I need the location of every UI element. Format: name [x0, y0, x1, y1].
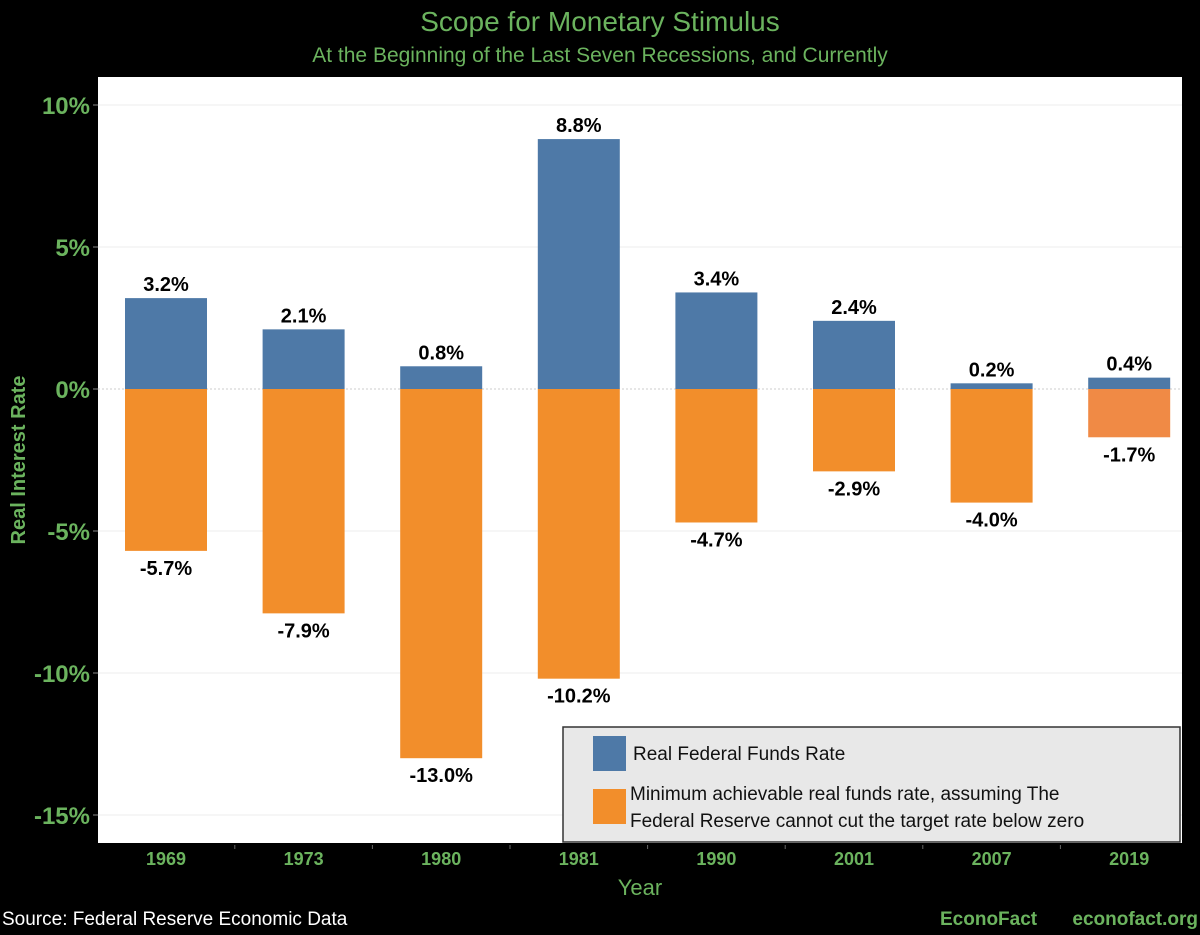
data-label-real-rate: 3.2%: [143, 274, 189, 296]
data-label-real-rate: 0.8%: [418, 342, 464, 364]
y-tick-label: 10%: [42, 93, 90, 120]
bar-minimum-rate-1990: [675, 389, 758, 523]
bar-minimum-rate-2007: [950, 389, 1033, 503]
legend: Real Federal Funds Rate Minimum achievab…: [562, 726, 1181, 843]
y-tick-label: -15%: [34, 803, 90, 830]
data-label-minimum-rate: -4.7%: [690, 529, 742, 551]
legend-swatch-minimum-rate: [593, 789, 626, 824]
chart-subtitle: At the Beginning of the Last Seven Reces…: [312, 44, 888, 67]
x-axis-label: Year: [618, 875, 662, 900]
data-label-minimum-rate: -10.2%: [547, 686, 611, 708]
bar-real-rate-1980: [400, 366, 483, 389]
data-label-minimum-rate: -1.7%: [1103, 444, 1155, 466]
bar-minimum-rate-1969: [125, 389, 207, 551]
source-note: Source: Federal Reserve Economic Data: [2, 909, 348, 930]
y-tick-label: 5%: [55, 235, 90, 262]
x-tick-label: 1969: [146, 849, 186, 869]
x-tick-label: 1980: [421, 849, 461, 869]
bar-real-rate-1969: [125, 298, 207, 389]
brand-url: econofact.org: [1072, 909, 1198, 930]
bar-minimum-rate-1981: [537, 389, 620, 679]
x-tick-label: 2001: [834, 849, 874, 869]
x-tick-label: 1981: [559, 849, 599, 869]
data-label-real-rate: 0.2%: [969, 359, 1015, 381]
bar-minimum-rate-1973: [262, 389, 345, 614]
data-label-minimum-rate: -13.0%: [410, 765, 474, 787]
data-label-minimum-rate: -7.9%: [277, 620, 329, 642]
bar-real-rate-2007: [950, 383, 1033, 389]
data-label-real-rate: 3.4%: [694, 268, 740, 290]
data-label-minimum-rate: -5.7%: [140, 558, 192, 580]
data-label-real-rate: 8.8%: [556, 115, 602, 137]
legend-swatch-real-rate: [593, 736, 626, 771]
legend-label-minimum-rate-line1: Minimum achievable real funds rate, assu…: [630, 784, 1059, 805]
y-tick-label: -5%: [47, 519, 90, 546]
bar-minimum-rate-1980: [400, 389, 483, 759]
x-tick-label: 1990: [696, 849, 736, 869]
brand-name: EconoFact: [940, 909, 1038, 930]
legend-label-minimum-rate-line2: Federal Reserve cannot cut the target ra…: [630, 811, 1084, 832]
bar-minimum-rate-2019: [1088, 389, 1171, 438]
data-label-real-rate: 0.4%: [1106, 354, 1152, 376]
bar-real-rate-1973: [262, 329, 345, 389]
x-tick-label: 1973: [284, 849, 324, 869]
chart-title: Scope for Monetary Stimulus: [420, 6, 780, 37]
x-tick-label: 2019: [1109, 849, 1149, 869]
y-tick-label: 0%: [55, 377, 90, 404]
data-label-minimum-rate: -2.9%: [828, 478, 880, 500]
legend-label-real-rate: Real Federal Funds Rate: [633, 744, 845, 765]
y-axis-label: Real Interest Rate: [8, 376, 30, 545]
data-label-real-rate: 2.4%: [831, 297, 877, 319]
data-label-real-rate: 2.1%: [281, 305, 327, 327]
data-label-minimum-rate: -4.0%: [965, 510, 1017, 532]
bar-real-rate-1981: [537, 139, 620, 389]
bar-real-rate-1990: [675, 292, 758, 389]
x-tick-label: 2007: [972, 849, 1012, 869]
bar-minimum-rate-2001: [813, 389, 895, 472]
y-tick-label: -10%: [34, 661, 90, 688]
bar-real-rate-2001: [813, 320, 895, 389]
bar-real-rate-2019: [1088, 377, 1171, 389]
